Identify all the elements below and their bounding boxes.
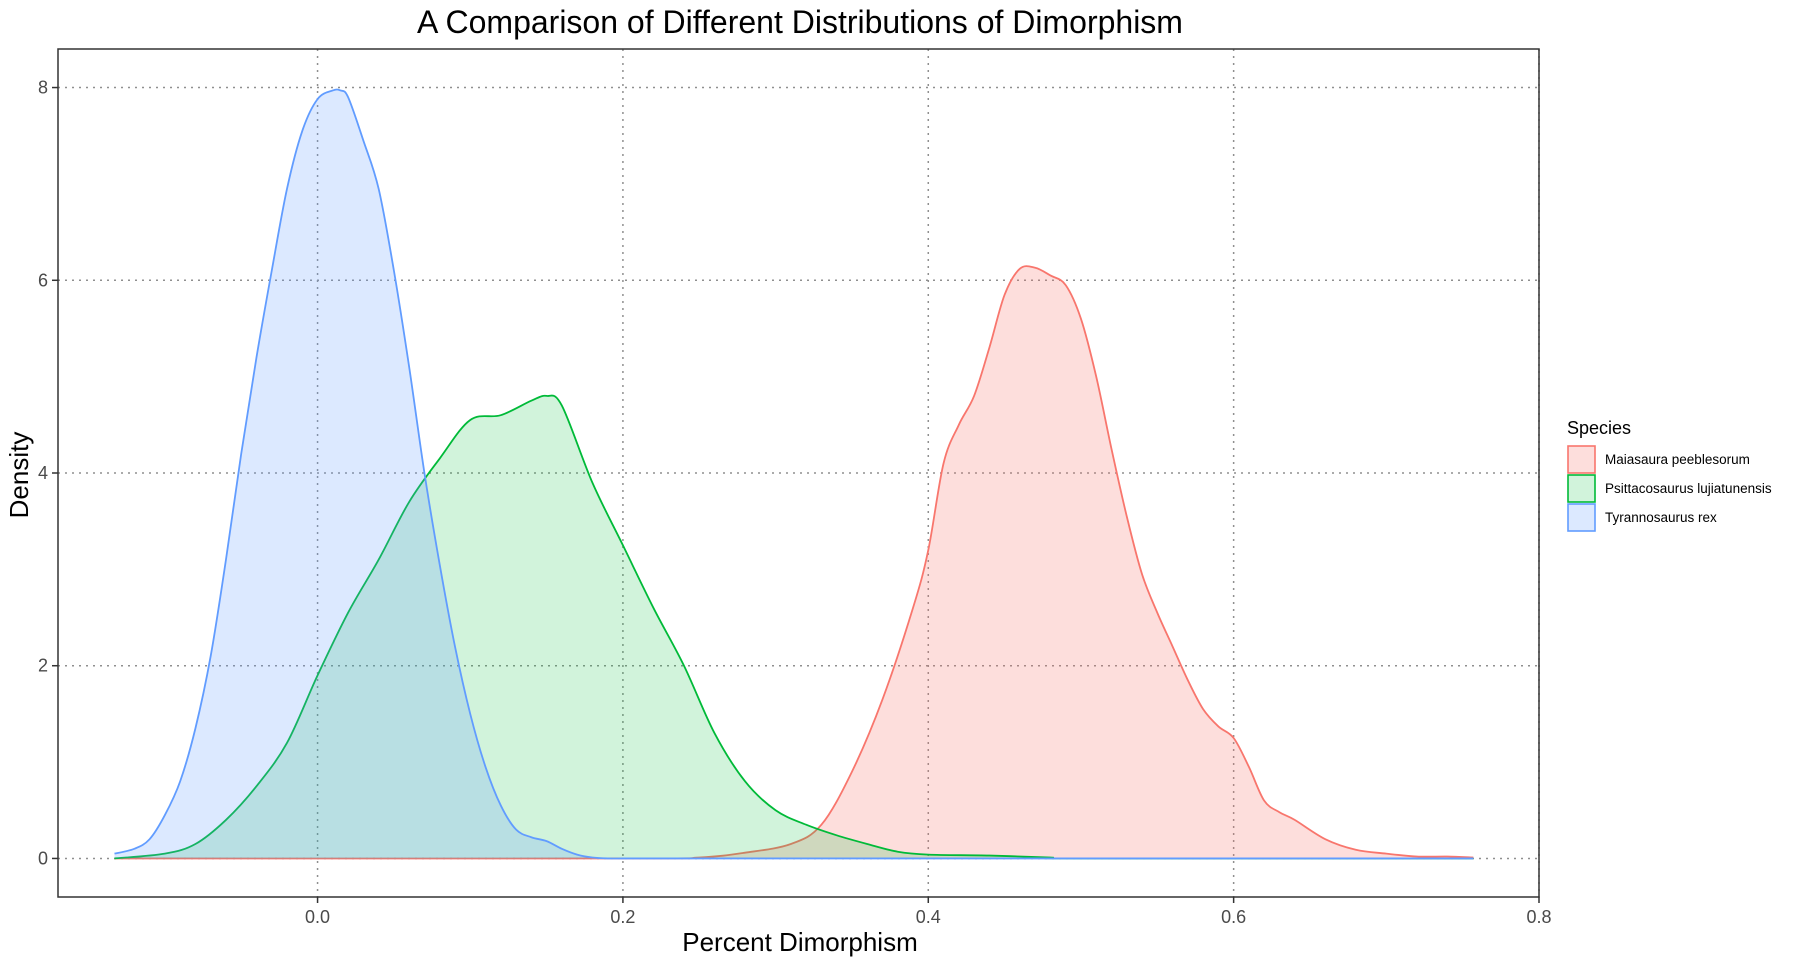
y-tick-label-1: 2 <box>38 656 48 676</box>
legend-label-2: Tyrannosaurus rex <box>1605 510 1717 525</box>
legend-key-2 <box>1567 503 1596 532</box>
x-tick-label-2: 0.4 <box>916 907 941 927</box>
y-tick-label-4: 8 <box>38 78 48 98</box>
x-axis-title: Percent Dimorphism <box>682 927 918 957</box>
x-tick-label-1: 0.2 <box>610 907 635 927</box>
series-line-2 <box>114 88 1474 860</box>
legend-label-1: Psittacosaurus lujiatunensis <box>1605 481 1772 496</box>
y-axis-title: Density <box>4 432 34 519</box>
legend-key-1 <box>1567 474 1596 503</box>
y-tick-label-3: 6 <box>38 270 48 290</box>
axis-ticks: 0.0 0.2 0.4 0.6 0.8 0 2 4 6 8 <box>38 78 1552 927</box>
series-area-0 <box>114 266 1474 859</box>
series-line-1 <box>114 394 1474 860</box>
chart-title: A Comparison of Different Distributions … <box>417 4 1183 40</box>
x-tick-label-0: 0.0 <box>305 907 330 927</box>
legend-label-0: Maiasaura peeblesorum <box>1605 452 1750 467</box>
x-tick-label-4: 0.8 <box>1526 907 1551 927</box>
y-tick-label-0: 0 <box>38 848 48 868</box>
series-area-1 <box>114 395 1474 859</box>
x-tick-label-3: 0.6 <box>1221 907 1246 927</box>
legend-title: Species <box>1567 418 1631 438</box>
series-area-2 <box>114 89 1474 859</box>
legend-items: Maiasaura peeblesorum Psittacosaurus luji… <box>1567 445 1772 532</box>
legend-key-0 <box>1567 445 1596 474</box>
series-line-0 <box>114 265 1474 860</box>
density-series <box>114 88 1474 860</box>
plot-panel: 0.0 0.2 0.4 0.6 0.8 0 2 4 6 8 <box>38 48 1552 927</box>
legend: Species Maiasaura peeblesorum Psittacosau… <box>1567 418 1772 532</box>
y-tick-label-2: 4 <box>38 463 48 483</box>
